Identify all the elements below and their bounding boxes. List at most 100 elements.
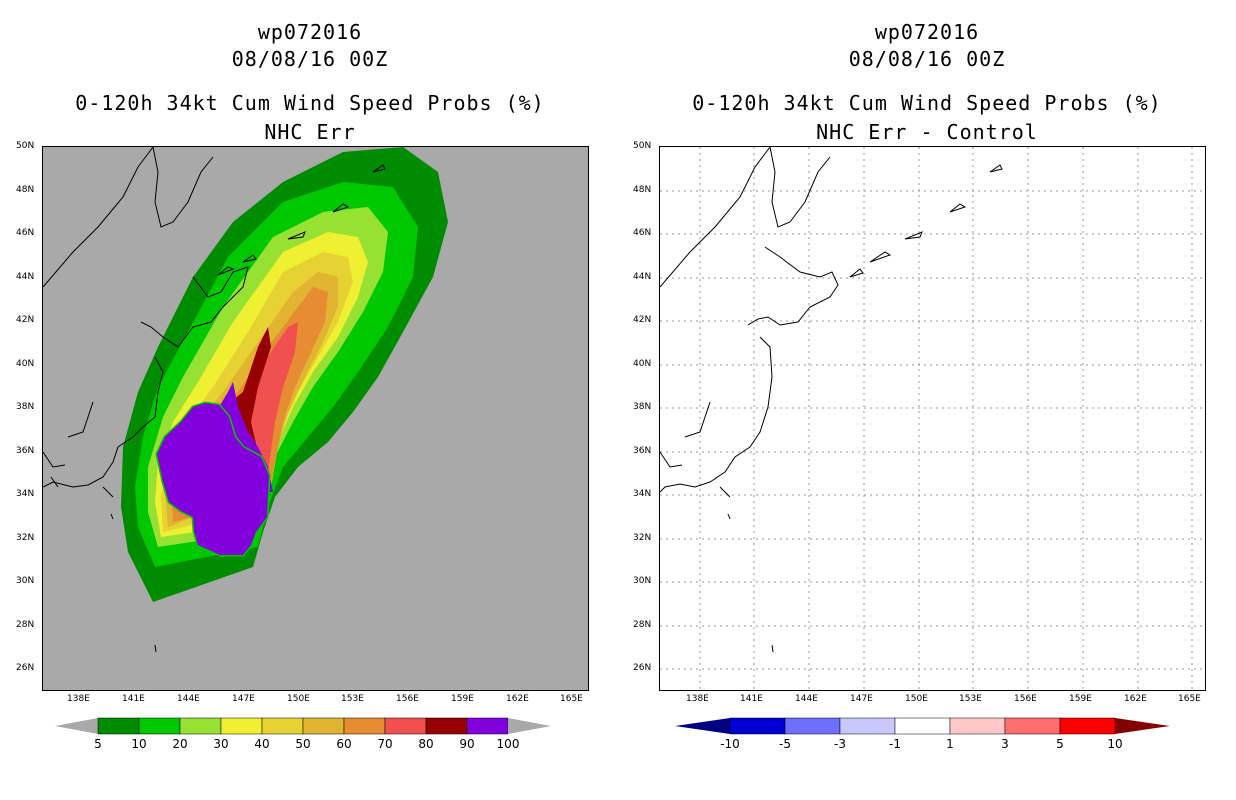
left-storm-id: wp072016	[257, 20, 363, 44]
left-colorbar-bin	[179, 717, 222, 735]
left-lat-label: 34N	[16, 489, 35, 499]
right-colorbar-label: 5	[1056, 737, 1064, 751]
left-colorbar-label: 60	[336, 737, 351, 751]
right-colorbar-label: -1	[889, 737, 901, 751]
left-colorbar-high-end	[508, 718, 551, 734]
left-lat-label: 44N	[16, 272, 35, 282]
left-coastlines	[43, 147, 249, 498]
left-colorbar-bin	[343, 717, 386, 735]
right-islands	[727, 164, 1003, 653]
left-colorbar-label: 10	[131, 737, 146, 751]
left-lat-label: 50N	[16, 141, 35, 151]
right-lon-label: 153E	[959, 694, 982, 704]
right-colorbar-low-end	[675, 718, 730, 734]
right-gridlines	[660, 147, 1205, 690]
right-map-svg	[660, 147, 1205, 690]
right-colorbar-label: -10	[720, 737, 740, 751]
map-background	[660, 147, 1205, 690]
left-lat-label: 30N	[16, 576, 35, 586]
left-lat-label: 46N	[16, 228, 35, 238]
left-colorbar: 5 10 20 30 40 50 60 70 80 90 100	[55, 717, 551, 751]
right-lat-label: 50N	[633, 141, 652, 151]
right-colorbar-label: 1	[946, 737, 954, 751]
prob-100-core	[157, 403, 269, 555]
right-subtitle: NHC Err - Control	[816, 120, 1038, 144]
right-lon-label: 138E	[686, 694, 709, 704]
left-lon-label: 150E	[287, 694, 310, 704]
right-colorbar-bin	[729, 717, 786, 735]
left-islands	[110, 164, 386, 653]
right-lat-label: 34N	[633, 489, 652, 499]
left-lat-label: 36N	[16, 446, 35, 456]
right-colorbar: -10 -5 -3 -1 1 3 5 10	[675, 717, 1170, 751]
left-lon-label: 162E	[506, 694, 529, 704]
right-lon-label: 165E	[1178, 694, 1201, 704]
right-lon-label: 150E	[905, 694, 928, 704]
right-lat-label: 30N	[633, 576, 652, 586]
left-lon-label: 159E	[451, 694, 474, 704]
right-colorbar-bin	[949, 717, 1006, 735]
right-lon-label: 156E	[1014, 694, 1037, 704]
left-colorbar-label: 80	[418, 737, 433, 751]
right-lat-label: 32N	[633, 533, 652, 543]
left-colorbar-bin	[425, 717, 468, 735]
left-lat-label: 32N	[16, 533, 35, 543]
left-colorbar-label: 70	[377, 737, 392, 751]
right-lon-label: 141E	[740, 694, 763, 704]
right-coastlines	[660, 147, 839, 498]
left-colorbar-bin	[384, 717, 427, 735]
left-colorbar-label: 100	[497, 737, 520, 751]
left-colorbar-bin	[97, 717, 140, 735]
left-lon-label: 153E	[341, 694, 364, 704]
right-map-panel	[659, 146, 1206, 691]
right-lon-label: 147E	[850, 694, 873, 704]
left-lon-label: 165E	[560, 694, 583, 704]
left-lat-label: 42N	[16, 315, 35, 325]
left-colorbar-bin	[302, 717, 345, 735]
left-lat-label: 48N	[16, 185, 35, 195]
left-lon-label: 147E	[232, 694, 255, 704]
left-colorbar-bin	[466, 717, 509, 735]
left-lat-label: 28N	[16, 620, 35, 630]
left-colorbar-bin	[220, 717, 263, 735]
right-colorbar-label: 3	[1001, 737, 1009, 751]
right-colorbar-bin	[894, 717, 951, 735]
left-colorbar-low-end	[55, 718, 98, 734]
right-colorbar-bin	[1004, 717, 1061, 735]
left-lat-label: 26N	[16, 663, 35, 673]
left-lat-label: 38N	[16, 402, 35, 412]
left-colorbar-label: 40	[254, 737, 269, 751]
left-colorbar-label: 5	[94, 737, 102, 751]
left-colorbar-label: 50	[295, 737, 310, 751]
right-colorbar-high-end	[1115, 718, 1170, 734]
right-lat-label: 36N	[633, 446, 652, 456]
right-colorbar-label: -3	[834, 737, 846, 751]
right-lat-label: 42N	[633, 315, 652, 325]
right-lat-label: 38N	[633, 402, 652, 412]
right-lat-label: 44N	[633, 272, 652, 282]
right-colorbar-label: 10	[1107, 737, 1122, 751]
left-colorbar-label: 30	[213, 737, 228, 751]
right-lat-label: 28N	[633, 620, 652, 630]
left-lon-label: 138E	[67, 694, 90, 704]
left-colorbar-label: 20	[172, 737, 187, 751]
right-lat-label: 40N	[633, 359, 652, 369]
right-lon-label: 159E	[1069, 694, 1092, 704]
right-lon-label: 144E	[795, 694, 818, 704]
left-lat-label: 40N	[16, 359, 35, 369]
right-lat-label: 46N	[633, 228, 652, 238]
left-colorbar-bin	[138, 717, 181, 735]
left-colorbar-label: 90	[459, 737, 474, 751]
left-subtitle: NHC Err	[264, 120, 356, 144]
left-map-panel	[42, 146, 589, 691]
right-colorbar-bin	[784, 717, 841, 735]
left-lon-label: 141E	[122, 694, 145, 704]
left-colorbar-bin	[261, 717, 304, 735]
right-product-title: 0-120h 34kt Cum Wind Speed Probs (%)	[692, 91, 1162, 115]
right-colorbar-label: -5	[779, 737, 791, 751]
left-lon-label: 144E	[177, 694, 200, 704]
right-lat-label: 26N	[633, 663, 652, 673]
right-colorbar-bin	[839, 717, 896, 735]
right-colorbar-bin	[1059, 717, 1116, 735]
right-lon-label: 162E	[1124, 694, 1147, 704]
